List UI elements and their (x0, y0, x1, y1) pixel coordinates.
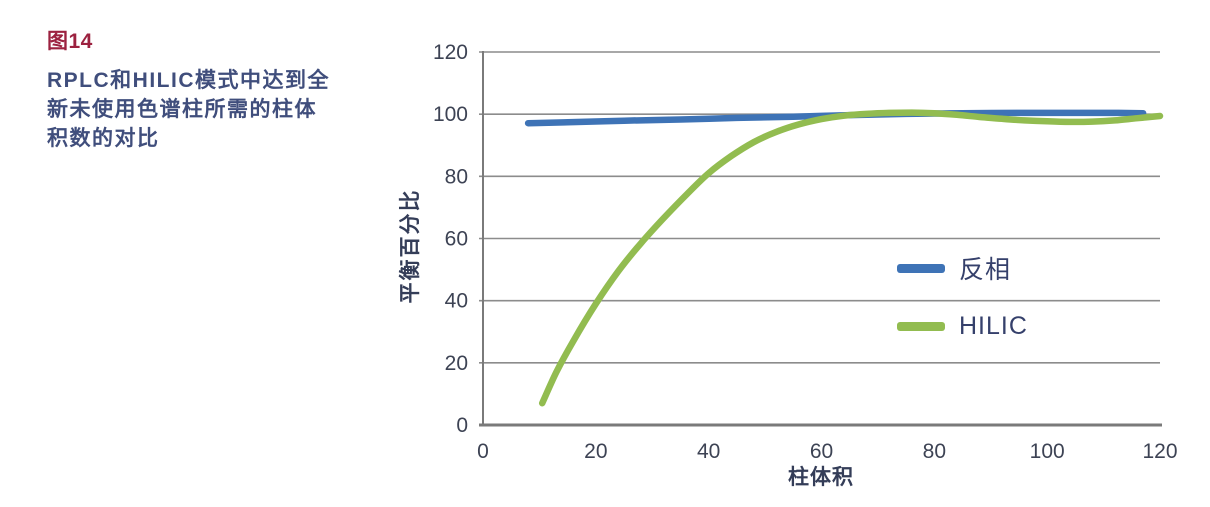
series-line-HILIC (538, 109, 1164, 407)
x-tick-label-0: 0 (477, 440, 489, 463)
y-tick-label-120: 120 (433, 41, 468, 64)
y-tick-label-40: 40 (445, 290, 468, 313)
y-tick-label-20: 20 (445, 352, 468, 375)
x-tick-label-80: 80 (923, 440, 946, 463)
x-tick-label-40: 40 (697, 440, 720, 463)
x-tick-label-60: 60 (810, 440, 833, 463)
caption-line: 新未使用色谱柱所需的柱体 (47, 98, 317, 121)
figure-caption: RPLC和HILIC模式中达到全 新未使用色谱柱所需的柱体 积数的对比 (47, 66, 330, 153)
chart-legend: 反相 HILIC (897, 248, 1028, 364)
caption-line: RPLC和HILIC模式中达到全 (47, 69, 330, 92)
legend-item-hilic: HILIC (897, 306, 1028, 346)
x-tick-label-100: 100 (1030, 440, 1065, 463)
y-axis-title: 平衡百分比 (399, 188, 422, 304)
x-tick-label-20: 20 (584, 440, 607, 463)
legend-label-rplc: 反相 (959, 256, 1012, 284)
y-tick-label-0: 0 (456, 414, 468, 437)
y-tick-label-80: 80 (445, 165, 468, 188)
x-tick-label-120: 120 (1142, 440, 1177, 463)
x-axis-title: 柱体积 (788, 466, 854, 489)
legend-item-rplc: 反相 (897, 248, 1028, 288)
hilic-line-swatch-icon (897, 321, 945, 331)
y-tick-label-100: 100 (433, 103, 468, 126)
caption-line: 积数的对比 (47, 127, 160, 150)
figure-number-label: 图14 (47, 30, 93, 53)
y-tick-label-60: 60 (445, 228, 468, 251)
legend-label-hilic: HILIC (959, 311, 1028, 340)
rplc-line-swatch-icon (897, 263, 945, 273)
